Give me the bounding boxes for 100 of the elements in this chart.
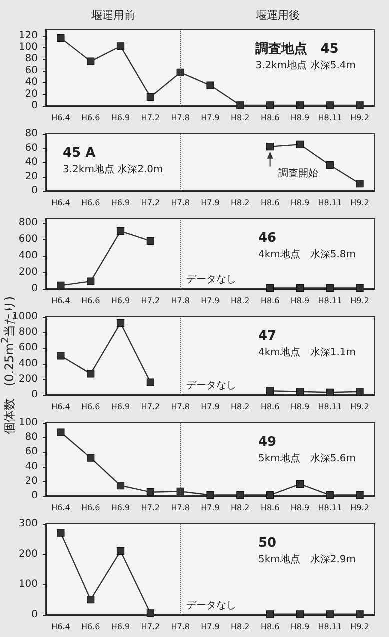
text: 堰運用後 [254,9,300,22]
y-tick-label: 300 [18,518,38,530]
annotation: 調査開始 [278,167,318,180]
x-tick-label: H6.9 [111,296,130,306]
y-tick-label: 100 [18,418,38,428]
y-tick-label: 60 [25,446,38,458]
x-tick-label: H7.8 [171,114,190,122]
y-tick-label: 60 [25,65,38,76]
y-tick-label: 200 [18,374,38,385]
x-tick-label: H8.9 [290,622,310,632]
x-tick-label: H6.4 [52,622,70,632]
text: 調査地点 45 [256,41,339,57]
text: 50 [258,536,277,551]
x-tick-label: H8.11 [318,622,342,632]
text: 47 [258,329,277,344]
x-tick-label: H8.2 [231,296,250,306]
y-tick-label: 100 [18,579,38,590]
x-tick-label: H6.6 [81,622,100,632]
x-tick-label: H6.4 [52,504,70,512]
y-tick-label: 100 [18,42,38,54]
y-tick-label: 40 [25,77,38,88]
x-tick-label: H9.2 [350,198,370,208]
x-tick-label: H8.9 [290,504,310,512]
x-tick-label: H8.6 [260,198,280,208]
x-tick-label: H6.4 [52,198,70,208]
y-tick-label: 0 [32,390,38,400]
x-tick-label: H6.9 [111,114,130,122]
y-tick-label: 20 [25,88,38,100]
x-tick-label: H7.8 [171,296,190,306]
x-tick-label: H7.8 [171,198,190,208]
y-tick-label: 800 [18,327,38,338]
x-tick-label: H7.2 [141,198,160,208]
x-tick-label: H6.9 [111,402,130,412]
x-tick-label: H9.2 [350,296,370,306]
x-tick-label: H8.6 [260,504,280,512]
y-tick-label: 20 [25,171,38,182]
x-tick-label: H6.9 [111,622,130,632]
x-tick-label: H8.9 [290,198,310,208]
x-tick-label: H7.2 [141,504,160,512]
y-tick-label: 200 [18,548,38,560]
x-tick-label: H8.2 [231,622,250,632]
x-tick-label: H6.6 [81,504,100,512]
x-tick-label: H7.9 [201,402,220,412]
x-tick-label: H6.6 [81,296,100,306]
y-tick-label: 40 [25,461,38,472]
x-tick-label: H8.9 [290,296,310,306]
y-tick-label: 60 [25,142,38,154]
y-tick-label: 80 [25,432,38,444]
y-tick-label: 1000 [12,312,38,322]
x-tick-label: H8.11 [318,504,342,512]
text: 5km地点 水深5.6m [258,452,356,464]
x-tick-label: H8.6 [260,402,280,412]
x-tick-label: H9.2 [350,504,370,512]
x-tick-label: H8.11 [318,114,342,122]
x-tick-label: H8.11 [318,402,342,412]
x-tick-label: H7.9 [201,622,220,632]
y-tick-label: 600 [18,234,38,246]
text: 49 [258,435,277,450]
x-tick-label: H8.2 [231,504,250,512]
x-tick-label: H6.9 [111,504,130,512]
x-tick-label: H8.11 [318,198,342,208]
x-tick-label: H9.2 [350,622,370,632]
y-tick-label: 200 [18,267,38,278]
y-tick-label: 0 [32,284,38,294]
x-tick-label: H6.4 [52,402,70,412]
x-tick-label: H9.2 [350,402,370,412]
x-tick-label: H8.9 [290,402,310,412]
y-tick-label: 80 [25,128,38,140]
y-tick-label: 40 [25,157,38,168]
x-tick-label: H7.2 [141,114,160,122]
x-tick-label: H8.2 [231,114,250,122]
x-tick-label: H7.2 [141,296,160,306]
y-tick-label: 20 [25,476,38,487]
x-tick-label: H7.9 [201,504,220,512]
x-tick-label: H6.6 [81,114,100,122]
text: 4km地点 水深1.1m [258,346,356,358]
x-tick-label: H9.2 [350,114,370,122]
text: 3.2km地点 水深2.0m [63,164,164,176]
text: 4km地点 水深5.8m [258,248,356,260]
x-tick-label: H7.9 [201,198,220,208]
x-tick-label: H8.2 [231,198,250,208]
x-tick-label: H8.6 [260,114,280,122]
y-tick-label: 600 [18,342,38,354]
x-tick-label: H7.8 [171,622,190,632]
y-tick-label: 400 [18,250,38,262]
x-tick-label: H8.11 [318,296,342,306]
y-tick-label: 400 [18,358,38,370]
annotation: データなし [186,274,237,286]
annotation: データなし [186,600,237,612]
y-tick-label: 80 [25,54,38,65]
x-tick-label: H6.9 [111,198,130,208]
y-tick-label: 120 [18,30,38,42]
x-tick-label: H6.4 [52,296,70,306]
x-tick-label: H6.6 [81,198,100,208]
x-tick-label: H8.6 [260,296,280,306]
text: 堰運用前 [90,9,136,22]
x-tick-label: H6.6 [81,402,100,412]
text: 46 [258,231,277,246]
x-tick-label: H7.8 [171,504,190,512]
text: 45 A [63,146,96,161]
